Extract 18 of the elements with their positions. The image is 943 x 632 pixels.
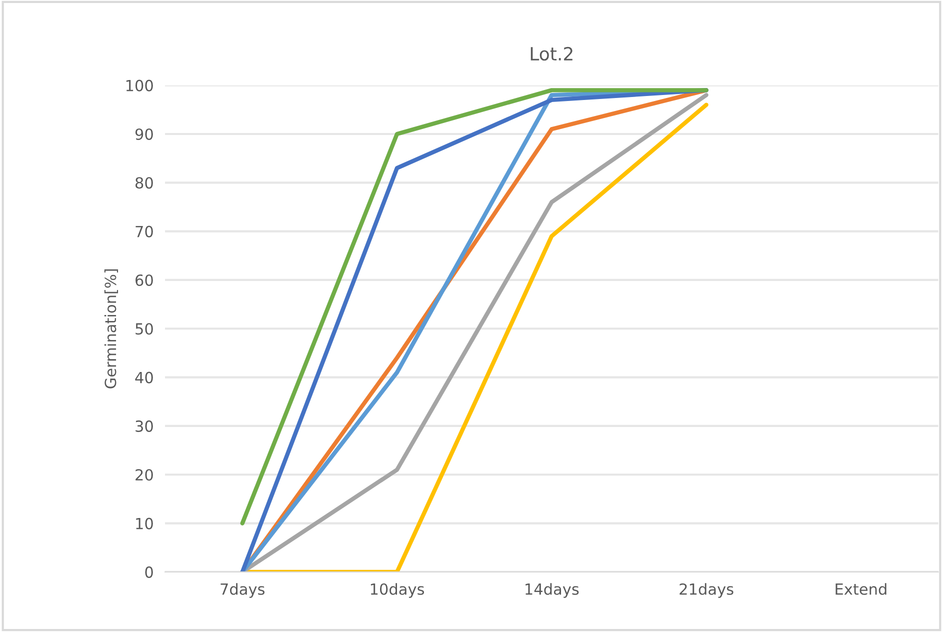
y-tick-label: 80 [136,177,153,189]
y-tick-label: 90 [135,128,153,140]
y-tick-label: 10 [136,518,153,530]
y-tick-label: 40 [135,372,153,384]
x-tick-label: 7days [220,583,264,598]
y-tick-label: 100 [126,80,153,92]
chart-title: Lot.2 [530,46,572,61]
y-tick-label: 50 [136,323,153,335]
x-tick-label: 10days [370,583,424,598]
y-tick-label: 20 [136,469,153,481]
y-tick-label: 70 [136,226,153,238]
y-axis-title: Germination[%] [104,269,118,388]
y-tick-label: 0 [145,566,153,578]
x-tick-label: 21days [680,583,734,598]
y-tick-label: 60 [136,274,153,286]
y-tick-label: 30 [136,420,153,432]
x-tick-label: 14days [526,583,579,598]
x-tick-label: Extend [836,583,886,595]
